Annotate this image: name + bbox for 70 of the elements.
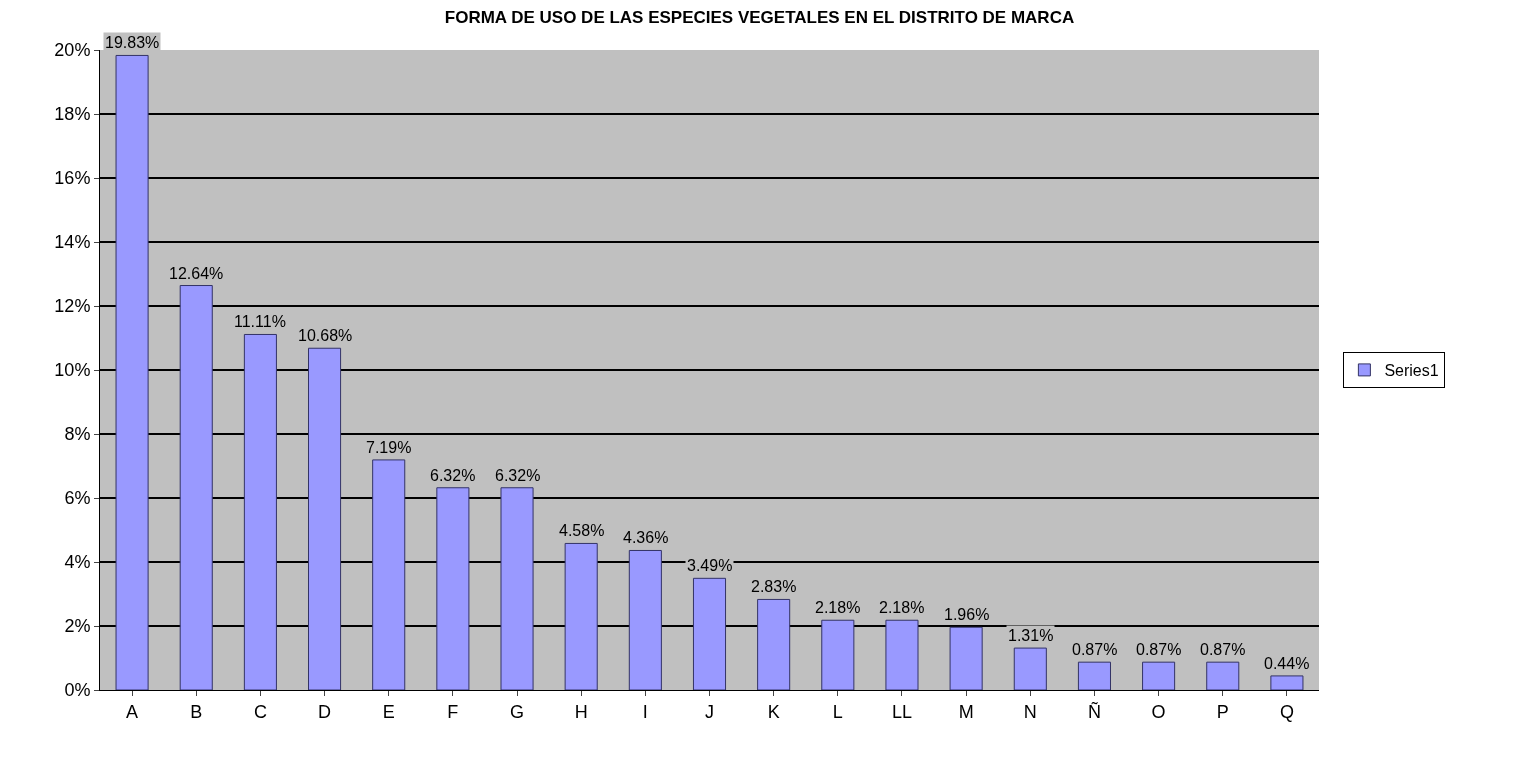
y-tick-label: 12%	[54, 296, 91, 317]
chart-title: FORMA DE USO DE LAS ESPECIES VEGETALES EN EL DISTRITO DE MARCA	[444, 8, 1075, 28]
x-tick-label: E	[382, 701, 395, 722]
x-tick-label: C	[253, 701, 267, 722]
x-tick-label: P	[1216, 701, 1229, 722]
bar	[1013, 647, 1047, 690]
data-label: 0.87%	[1136, 641, 1182, 658]
data-label: 11.11%	[234, 313, 286, 330]
y-tick-label: 10%	[54, 360, 91, 381]
x-tick-label: H	[574, 701, 588, 722]
bar	[564, 542, 598, 690]
data-label: 4.36%	[623, 529, 669, 546]
bar	[949, 626, 983, 690]
data-label: 7.19%	[366, 439, 412, 456]
bar	[179, 285, 213, 690]
data-label: 2.83%	[751, 578, 797, 595]
data-label: 4.58%	[559, 522, 605, 539]
data-label: 6.32%	[430, 467, 476, 484]
x-tick-label: K	[767, 701, 780, 722]
y-tick-label: 0%	[64, 680, 91, 701]
x-tick-label: J	[705, 701, 714, 722]
data-label: 0.87%	[1072, 641, 1118, 658]
data-label: 0.87%	[1200, 641, 1246, 658]
bar	[885, 619, 919, 690]
bar	[1206, 661, 1240, 690]
bar	[115, 54, 149, 690]
bar	[500, 487, 534, 690]
bar	[757, 598, 791, 690]
data-label: 10.68%	[298, 327, 353, 344]
data-label: 0.44%	[1264, 655, 1310, 672]
bar	[1270, 675, 1304, 690]
data-label: 1.96%	[944, 606, 990, 623]
bar	[1142, 661, 1176, 690]
y-tick-label: 18%	[54, 104, 91, 125]
x-tick-label: B	[190, 701, 203, 722]
x-tick-label: A	[126, 701, 139, 722]
legend-label: Series1	[1384, 362, 1439, 380]
bar	[628, 549, 662, 690]
bar	[372, 459, 406, 690]
y-tick-label: 16%	[54, 168, 91, 189]
data-label: 3.49%	[687, 557, 733, 574]
y-tick-label: 4%	[64, 552, 91, 573]
bar	[436, 487, 470, 690]
y-tick-label: 20%	[54, 40, 91, 61]
bar	[1077, 661, 1111, 690]
y-tick-label: 6%	[64, 488, 91, 509]
data-label: 19.83%	[105, 34, 160, 51]
y-tick-label: 2%	[64, 616, 91, 637]
bar	[692, 577, 727, 690]
x-tick-label: Ñ	[1087, 700, 1101, 722]
x-tick-label: L	[832, 701, 843, 722]
data-label: 2.18%	[879, 599, 925, 616]
x-tick-label: N	[1023, 701, 1037, 722]
x-tick-label: M	[958, 701, 974, 722]
data-label: 12.64%	[169, 265, 224, 282]
x-tick-label: F	[447, 701, 459, 722]
x-tick-label: D	[318, 701, 332, 722]
bar	[308, 347, 342, 690]
x-tick-label: G	[510, 701, 525, 722]
x-tick-label: LL	[891, 701, 912, 722]
y-tick-label: 8%	[64, 424, 91, 445]
data-label: 1.31%	[1008, 627, 1054, 644]
bar	[821, 619, 855, 690]
x-tick-label: Q	[1279, 701, 1294, 722]
data-label: 6.32%	[495, 467, 541, 484]
y-tick-label: 14%	[54, 232, 91, 253]
bar	[243, 333, 277, 690]
data-label: 2.18%	[815, 599, 861, 616]
x-tick-label: O	[1151, 701, 1166, 722]
x-tick-label: I	[642, 701, 648, 722]
